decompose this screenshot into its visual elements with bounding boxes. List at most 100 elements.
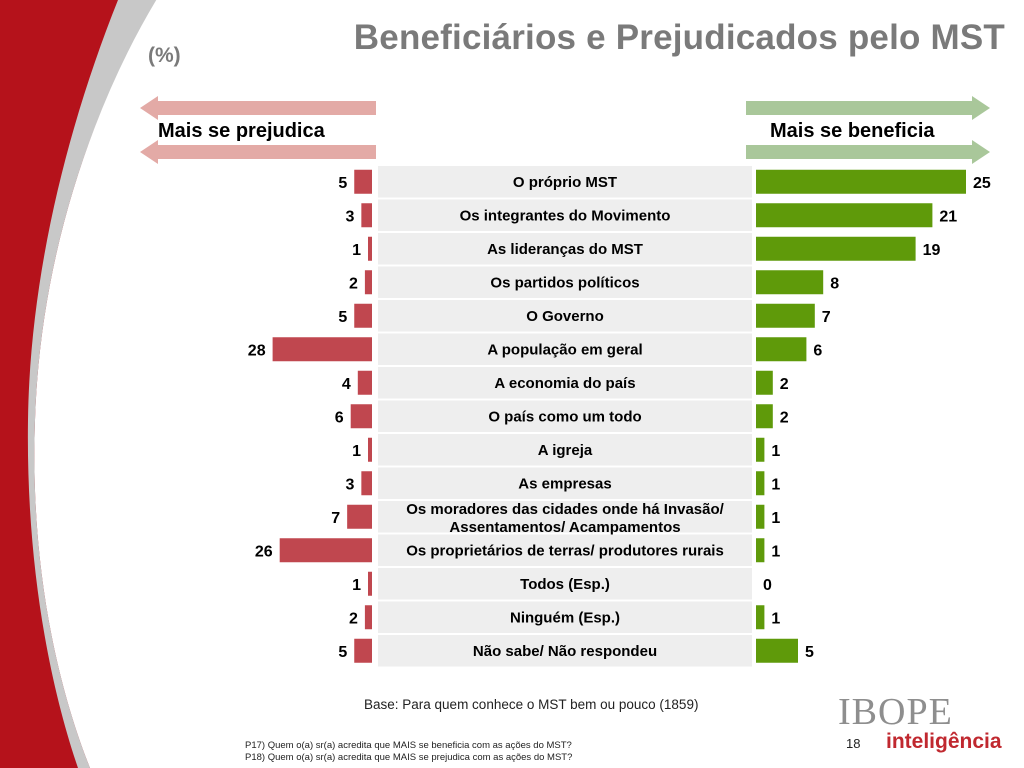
bar-prejudica [354, 169, 372, 194]
value-label-beneficia: 2 [780, 376, 789, 393]
bar-beneficia [756, 270, 824, 295]
value-label-beneficia: 0 [763, 577, 772, 594]
value-label-prejudica: 6 [335, 409, 344, 426]
value-label-beneficia: 5 [805, 644, 814, 661]
value-label-prejudica: 2 [349, 610, 358, 627]
bar-beneficia [756, 404, 773, 429]
value-label-beneficia: 8 [830, 275, 839, 292]
category-label: Não sabe/ Não respondeu [473, 643, 657, 660]
bar-prejudica [368, 236, 372, 261]
bar-beneficia [756, 236, 916, 261]
bar-beneficia [756, 169, 966, 194]
bar-prejudica [272, 337, 372, 362]
bar-prejudica [361, 203, 372, 228]
category-label-bg [378, 601, 752, 633]
category-label-bg [378, 635, 752, 667]
category-label-bg [378, 166, 752, 198]
bar-beneficia [756, 337, 807, 362]
category-label-bg [378, 233, 752, 265]
bar-prejudica [347, 504, 372, 529]
value-label-beneficia: 25 [973, 175, 991, 192]
category-label: As lideranças do MST [487, 241, 643, 258]
value-label-beneficia: 19 [923, 242, 941, 259]
category-label: Os integrantes do Movimento [460, 207, 671, 224]
value-label-prejudica: 3 [345, 208, 354, 225]
bar-prejudica [350, 404, 372, 429]
value-label-beneficia: 1 [771, 476, 780, 493]
category-label-bg [378, 568, 752, 600]
value-label-prejudica: 4 [342, 376, 351, 393]
value-label-prejudica: 2 [349, 275, 358, 292]
bar-beneficia [756, 370, 773, 395]
value-label-prejudica: 5 [338, 175, 347, 192]
value-label-beneficia: 1 [771, 610, 780, 627]
value-label-beneficia: 6 [813, 342, 822, 359]
value-label-prejudica: 5 [338, 309, 347, 326]
value-label-beneficia: 1 [771, 443, 780, 460]
category-label-bg [378, 534, 752, 566]
category-label: Os partidos políticos [490, 274, 639, 291]
value-label-prejudica: 5 [338, 644, 347, 661]
category-label: O país como um todo [488, 408, 641, 425]
right-arrow-bottom [746, 140, 990, 164]
legend-left-label: Mais se prejudica [158, 120, 325, 142]
value-label-prejudica: 28 [248, 342, 266, 359]
category-label: A população em geral [487, 341, 642, 358]
category-label-bg [378, 367, 752, 399]
value-label-beneficia: 7 [822, 309, 831, 326]
category-label: O próprio MST [513, 174, 617, 191]
bar-beneficia [756, 504, 765, 529]
category-label-bg [378, 333, 752, 365]
category-label: As empresas [518, 475, 611, 492]
ibope-logo: IBOPE inteligência [838, 690, 1008, 760]
legend-right-label: Mais se beneficia [770, 120, 935, 142]
bar-beneficia [756, 303, 815, 328]
category-label-bg [378, 467, 752, 499]
bar-beneficia [756, 437, 765, 462]
left-arrow-top [140, 96, 376, 120]
bar-prejudica [364, 270, 372, 295]
logo-brand: IBOPE [838, 691, 953, 733]
category-label-bg [378, 434, 752, 466]
category-label-bg [378, 266, 752, 298]
decor-white-line [34, 0, 160, 768]
value-label-prejudica: 1 [352, 242, 361, 259]
category-label-bg [378, 501, 752, 533]
bar-beneficia [756, 638, 798, 663]
decor-gray-band [27, 0, 159, 768]
bar-prejudica [368, 437, 372, 462]
category-label: Os moradores das cidades onde há Invasão… [406, 501, 724, 536]
value-label-prejudica: 3 [345, 476, 354, 493]
category-label: O Governo [526, 308, 604, 325]
right-arrow-top [746, 96, 990, 120]
value-label-prejudica: 1 [352, 443, 361, 460]
category-label-bg [378, 199, 752, 231]
value-label-prejudica: 26 [255, 543, 273, 560]
bar-beneficia [756, 203, 933, 228]
category-label: A economia do país [494, 375, 635, 392]
question-p18: P18) Quem o(a) sr(a) acredita que MAIS s… [245, 752, 573, 763]
category-label: Todos (Esp.) [520, 576, 610, 593]
value-label-beneficia: 21 [939, 208, 957, 225]
bar-prejudica [361, 471, 372, 496]
decorative-swoosh [0, 0, 160, 768]
base-note: Base: Para quem conhece o MST bem ou pou… [364, 697, 699, 712]
category-label: Ninguém (Esp.) [510, 609, 620, 626]
bar-prejudica [357, 370, 372, 395]
bar-prejudica [368, 571, 372, 596]
category-label: A igreja [538, 442, 593, 459]
category-label-bg [378, 400, 752, 432]
left-arrow-bottom [140, 140, 376, 164]
category-label-bg [378, 300, 752, 332]
logo-sub: inteligência [886, 730, 1002, 753]
value-label-prejudica: 1 [352, 577, 361, 594]
bar-prejudica [354, 303, 372, 328]
page-subtitle: (%) [148, 44, 181, 67]
bar-prejudica [354, 638, 372, 663]
question-p17: P17) Quem o(a) sr(a) acredita que MAIS s… [245, 740, 572, 751]
bar-beneficia [756, 538, 765, 563]
value-label-beneficia: 2 [780, 409, 789, 426]
category-label: Os proprietários de terras/ produtores r… [406, 542, 724, 559]
page-number: 18 [846, 736, 861, 751]
